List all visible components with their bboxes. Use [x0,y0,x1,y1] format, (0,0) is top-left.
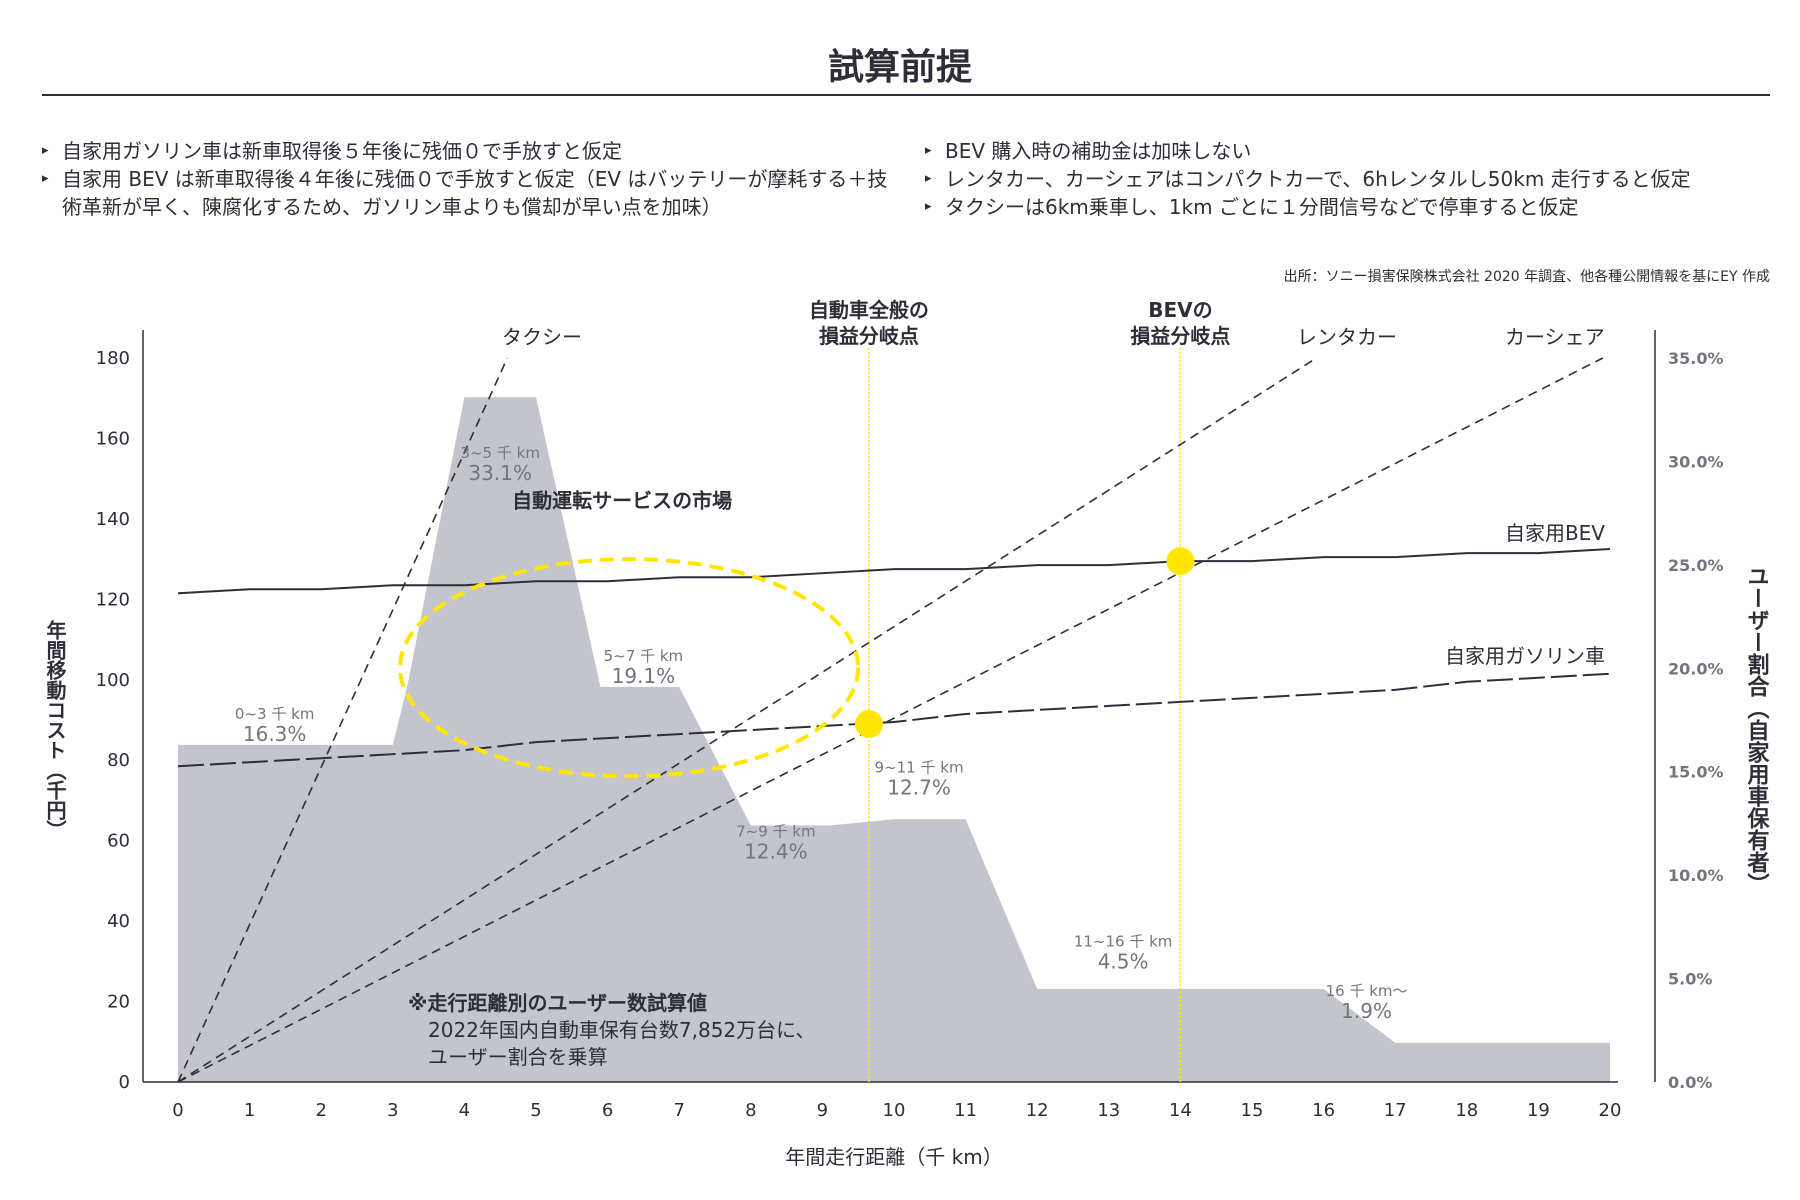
y-tick-label: 180 [96,348,130,369]
assumption-item: 自家用ガソリン車は新車取得後５年後に残価０で手放すと仮定 [42,137,902,165]
x-tick-label: 15 [1241,1100,1264,1121]
x-tick-label: 1 [244,1100,255,1121]
x-axis-title: 年間走行距離（千 km） [785,1145,1002,1169]
y-tick-label: 100 [96,670,130,691]
breakeven-label: 損益分岐点 [819,324,919,348]
x-tick-label: 10 [883,1100,906,1121]
x-tick-label: 6 [602,1100,613,1121]
share-range-label: 7~9 千 km [736,823,816,841]
x-tick-label: 2 [315,1100,326,1121]
x-tick-label: 9 [817,1100,828,1121]
title-divider [42,94,1770,96]
assumption-item: BEV 購入時の補助金は加味しない [925,137,1785,165]
assumption-item: レンタカー、カーシェアはコンパクトカーで、6hレンタルし50km 走行すると仮定 [925,165,1785,193]
series-label: 自家用ガソリン車 [1445,644,1605,668]
y-tick-label: 80 [107,750,130,771]
y-tick-label: 140 [96,509,130,530]
y-tick-label: 60 [107,831,130,852]
share-pct-label: 12.7% [887,776,951,800]
y-tick-label: 160 [96,428,130,449]
source-note: 出所：ソニー損害保険株式会社 2020 年調査、他各種公開情報を基にEY 作成 [1283,269,1770,285]
y2-tick-label: 5.0% [1668,970,1712,989]
y-axis-title: 年間移動コスト（千円） [43,619,67,840]
share-pct-label: 12.4% [744,840,808,864]
assumptions-left: 自家用ガソリン車は新車取得後５年後に残価０で手放すと仮定 自家用 BEV は新車… [42,137,902,221]
y2-tick-label: 35.0% [1668,349,1724,368]
share-range-label: 0~3 千 km [235,705,315,723]
x-tick-label: 8 [745,1100,756,1121]
series-line [177,548,1611,595]
assumptions-right: BEV 購入時の補助金は加味しない レンタカー、カーシェアはコンパクトカーで、6… [925,137,1785,221]
x-tick-label: 0 [172,1100,183,1121]
share-pct-label: 16.3% [243,722,307,746]
note-line: 2022年国内自動車保有台数7,852万台に、 [428,1018,816,1042]
share-pct-label: 1.9% [1341,999,1392,1023]
share-pct-label: 33.1% [468,461,532,485]
breakeven-point [1166,547,1195,576]
y-tick-label: 40 [107,911,130,932]
share-range-label: 16 千 km～ [1326,982,1408,1000]
x-tick-label: 11 [954,1100,977,1121]
breakeven-point [854,710,883,739]
x-tick-label: 5 [530,1100,541,1121]
breakeven-label: BEVの [1148,298,1212,322]
series-label: 自家用BEV [1505,521,1605,545]
series-label: タクシー [502,325,582,349]
y2-tick-label: 10.0% [1668,866,1724,885]
assumption-item: 自家用 BEV は新車取得後４年後に残価０で手放すと仮定（EV はバッテリーが摩… [42,165,902,221]
share-range-label: 9~11 千 km [875,759,964,777]
share-range-label: 5~7 千 km [604,647,684,665]
breakeven-label: 損益分岐点 [1130,324,1230,348]
share-range-label: 3~5 千 km [460,444,540,462]
y-tick-label: 120 [96,589,130,610]
note-line: ユーザー割合を乗算 [428,1045,608,1069]
y2-tick-label: 0.0% [1668,1073,1712,1092]
series-line [177,357,509,1083]
x-tick-label: 18 [1455,1100,1478,1121]
x-tick-label: 7 [673,1100,684,1121]
market-label: 自動運転サービスの市場 [512,489,732,513]
series-line [177,357,1604,1083]
x-tick-label: 17 [1384,1100,1407,1121]
user-share-area [178,397,1610,1082]
page-title: 試算前提 [827,47,972,88]
x-tick-label: 20 [1599,1100,1622,1121]
note-title: ※走行距離別のユーザー数試算値 [408,991,707,1015]
breakeven-label: 自動車全般の [809,298,929,322]
x-tick-label: 12 [1026,1100,1049,1121]
x-tick-label: 13 [1097,1100,1120,1121]
y2-tick-label: 15.0% [1668,763,1724,782]
x-tick-label: 16 [1312,1100,1335,1121]
y2-axis-title: ユーザー割合（自家用車保有者） [1744,565,1771,895]
x-tick-label: 3 [387,1100,398,1121]
y-tick-label: 20 [107,992,130,1013]
y2-tick-label: 25.0% [1668,556,1724,575]
y-tick-label: 0 [119,1072,130,1093]
x-tick-label: 14 [1169,1100,1192,1121]
share-range-label: 11~16 千 km [1074,932,1173,950]
share-pct-label: 19.1% [612,664,676,688]
x-tick-label: 4 [459,1100,470,1121]
x-tick-label: 19 [1527,1100,1550,1121]
series-line [177,672,1611,768]
series-label: カーシェア [1505,325,1605,349]
assumption-item: タクシーは6km乗車し、1km ごとに１分間信号などで停車すると仮定 [925,193,1785,221]
share-pct-label: 4.5% [1098,949,1149,973]
y2-tick-label: 20.0% [1668,659,1724,678]
y2-tick-label: 30.0% [1668,452,1724,471]
series-label: レンタカー [1297,325,1397,349]
market-ellipse [397,557,861,779]
